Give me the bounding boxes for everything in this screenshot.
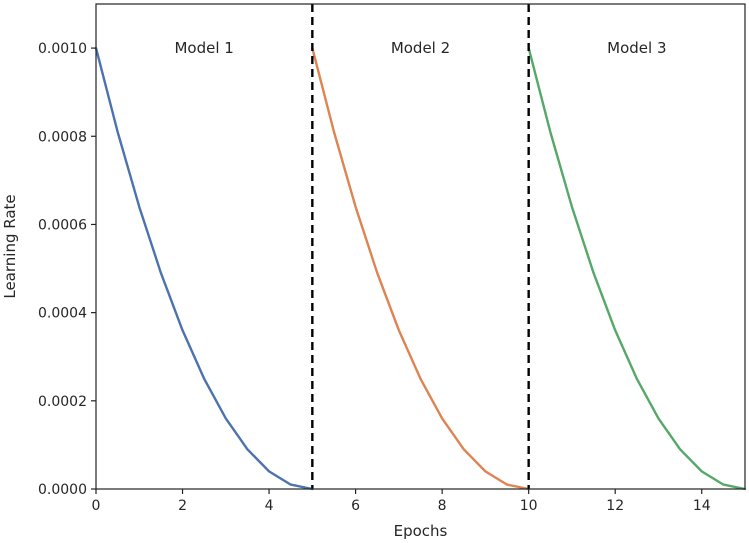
x-tick-label: 8	[438, 498, 447, 514]
x-tick-label: 2	[178, 498, 187, 514]
y-tick-label: 0.0010	[38, 41, 87, 57]
annotation-model-2: Model 2	[391, 39, 450, 57]
x-tick-label: 14	[693, 498, 711, 514]
x-tick-label: 12	[606, 498, 624, 514]
series-line-3	[527, 46, 747, 491]
y-tick-label: 0.0004	[38, 306, 87, 322]
x-axis: 0 2 4 6 8 10 12 14	[92, 489, 711, 514]
x-tick-label: 10	[520, 498, 538, 514]
y-tick-label: 0.0002	[38, 394, 87, 410]
plot-area	[94, 4, 747, 491]
y-tick-label: 0.0000	[38, 482, 87, 498]
x-tick-label: 6	[351, 498, 360, 514]
x-tick-label: 4	[265, 498, 274, 514]
y-tick-label: 0.0008	[38, 129, 87, 145]
series-line-1	[94, 46, 314, 491]
annotation-model-3: Model 3	[607, 39, 666, 57]
x-axis-label: Epochs	[394, 522, 448, 540]
annotations: Model 1 Model 2 Model 3	[174, 39, 666, 57]
y-tick-label: 0.0006	[38, 217, 87, 233]
x-tick-label: 0	[92, 498, 101, 514]
y-axis-label: Learning Rate	[1, 194, 19, 298]
plot-frame	[95, 3, 746, 490]
annotation-model-1: Model 1	[174, 39, 233, 57]
y-axis: 0.0000 0.0002 0.0004 0.0006 0.0008 0.0010	[38, 41, 96, 498]
series-line-2	[311, 46, 530, 491]
